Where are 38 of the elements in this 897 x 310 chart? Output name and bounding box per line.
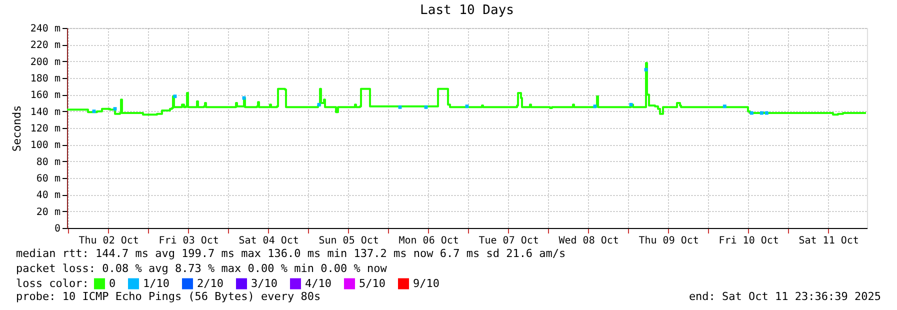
text: probe: 10 ICMP Echo Pings (56 Bytes) every 80s [16, 290, 321, 303]
x-tick-label: Thu 02 Oct [78, 236, 139, 246]
chart-title: Last 10 Days [420, 3, 514, 18]
y-tick-label: 40 m [36, 190, 60, 202]
x-tick-label: Fri 03 Oct [158, 236, 219, 246]
y-tick-label: 160 m [30, 90, 60, 102]
y-axis-title: Seconds [10, 105, 24, 152]
y-tick-label: 100 m [30, 140, 60, 152]
x-tick-label: Mon 06 Oct [398, 236, 459, 246]
x-tick-label: Wed 08 Oct [558, 236, 619, 246]
y-tick-label: 180 m [30, 74, 60, 84]
y-tick-label: 240 m [30, 24, 60, 34]
legend-title: loss color: [16, 277, 89, 290]
y-tick-label: 60 m [36, 174, 60, 184]
x-tick-label: Tue 07 Oct [478, 236, 539, 246]
y-tick-label: 80 m [36, 156, 60, 168]
x-tick-label: Sat 11 Oct [798, 236, 859, 246]
legend-label: 9/10 [413, 276, 440, 290]
x-tick-label: Sat 04 Oct [238, 236, 299, 246]
legend-label: 5/10 [359, 276, 386, 290]
y-tick-label: 0 [54, 224, 60, 234]
legend-label: 3/10 [251, 276, 278, 290]
legend-label: 4/10 [305, 276, 332, 290]
text: median rtt: 144.7 ms avg 199.7 ms max 136.0 ms min 137.2 ms now 6.7 ms sd 21.6 am/s [16, 247, 566, 260]
legend-label: 2/10 [197, 276, 224, 290]
y-tick-label: 120 m [30, 124, 60, 134]
x-tick-label: Sun 05 Oct [318, 236, 379, 246]
point [722, 104, 726, 108]
x-tick-label: Thu 09 Oct [638, 236, 699, 246]
y-tick-label: 140 m [30, 106, 60, 118]
y-tick-label: 200 m [30, 56, 60, 68]
legend-label: 0 [109, 276, 116, 290]
text: packet loss: 0.08 % avg 8.73 % max 0.00 % min 0.00 % now [16, 262, 388, 275]
x-tick-label: Fri 10 Oct [718, 236, 779, 246]
y-tick-label: 20 m [36, 206, 60, 218]
text: end: Sat Oct 11 23:36:39 2025 [688, 290, 881, 303]
y-tick-label: 220 m [30, 40, 60, 52]
legend-label: 1/10 [143, 276, 170, 290]
